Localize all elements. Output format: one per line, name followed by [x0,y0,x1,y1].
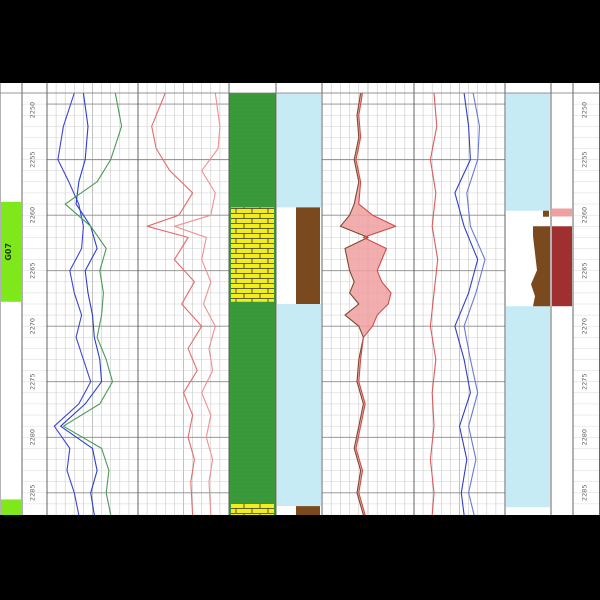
track-5-curve-1 [339,92,369,515]
column-4-block [296,506,320,515]
track-5-curve-2 [355,92,397,515]
depth-label: 2265 [581,262,589,279]
well-log-chart: G07 2250 2255 2260 2265 2270 2275 2280 2285 2250 2… [0,83,600,515]
depth-label: 2285 [581,485,589,502]
column-8-top [552,208,572,217]
column-7-block [531,226,550,307]
crossover-fill [340,93,396,515]
column-8-block [552,226,572,307]
depth-label: 2250 [29,102,37,119]
depth-label: 2280 [581,429,589,446]
depth-label: 2275 [581,373,589,390]
track-1-curve-3 [62,92,123,515]
track-6-curve-3 [463,92,486,515]
track-1-curve-2 [60,92,103,515]
lithology-shale [229,93,276,515]
depth-label: 2250 [581,102,589,119]
depth-label: 2285 [29,485,37,502]
depth-label: 2280 [29,429,37,446]
track-2-curve-1 [146,92,203,515]
depth-label: 2275 [29,373,37,390]
lithology-sandstone [231,503,274,515]
depth-label: 2270 [29,318,37,335]
lithology-sandstone [231,207,274,302]
column-7-marker [543,210,549,217]
formation-label: G07 [4,243,13,261]
depth-label: 2270 [581,318,589,335]
formation-zone [1,201,21,302]
depth-label: 2255 [29,151,37,168]
depth-label: 2265 [29,262,37,279]
formation-zone [1,499,21,515]
header-band [0,83,600,93]
track-6-curve-2 [454,92,479,515]
track-2-curve-2 [173,92,221,515]
track-1-curve-1 [53,92,92,515]
depth-label: 2260 [29,207,37,224]
track-6-curve-1 [429,92,439,515]
depth-label: 2260 [581,207,589,224]
column-4-block [296,207,320,304]
depth-label: 2255 [581,151,589,168]
